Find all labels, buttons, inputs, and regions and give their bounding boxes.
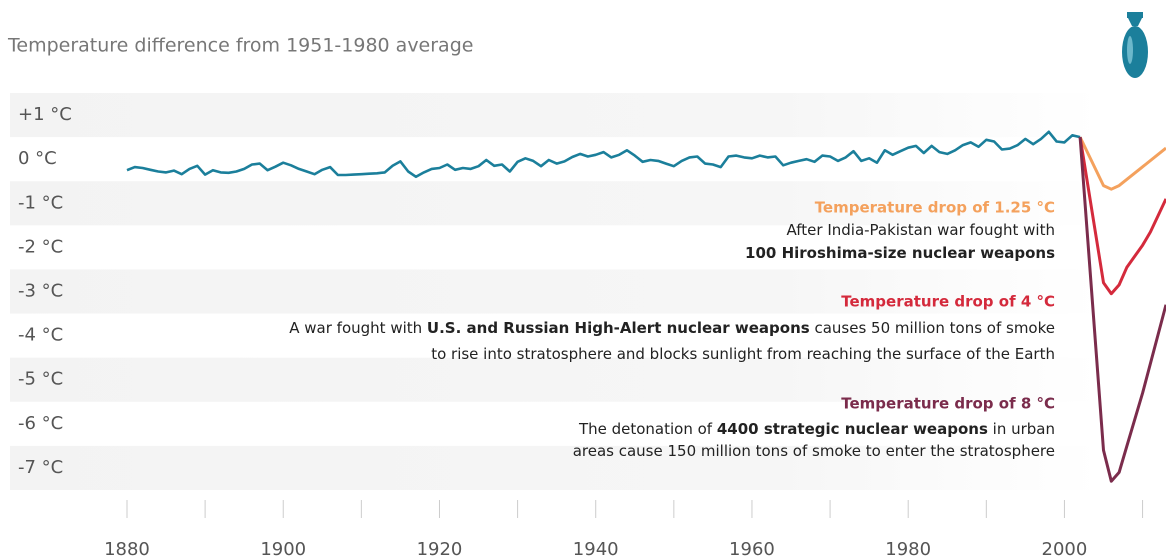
annotation-title: Temperature drop of 1.25 °C (815, 199, 1055, 217)
grid-band (10, 181, 1100, 226)
lines (126, 130, 1166, 483)
y-tick-label: -7 °C (18, 457, 63, 478)
annotation-title: Temperature drop of 8 °C (841, 395, 1055, 413)
annotation-text: areas cause 150 million tons of smoke to… (573, 442, 1055, 460)
x-tick-label: 2000 (1042, 539, 1088, 559)
series-line (1078, 136, 1166, 296)
annotation-text: A war fought with U.S. and Russian High-… (289, 319, 1055, 337)
x-tick-label: 1960 (729, 539, 775, 559)
x-tick-label: 1940 (573, 539, 619, 559)
annotation-segment: The detonation of (578, 420, 717, 438)
grid-band (10, 269, 1100, 314)
annotation-text: The detonation of 4400 strategic nuclear… (578, 420, 1055, 438)
y-tick-label: -1 °C (18, 192, 63, 213)
y-tick-label: -2 °C (18, 236, 63, 257)
annotation-segment: in urban (988, 420, 1055, 438)
y-tick-label: -4 °C (18, 325, 63, 346)
y-tick-label: 0 °C (18, 148, 57, 169)
annotation-segment: causes 50 million tons of smoke (810, 319, 1055, 337)
series-line (126, 130, 1081, 179)
annotation-segment: 4400 strategic nuclear weapons (717, 420, 988, 438)
grid-band (10, 93, 1100, 138)
series-line (1078, 136, 1166, 483)
y-tick-label: +1 °C (18, 104, 72, 125)
x-tick-label: 1980 (885, 539, 931, 559)
annotation-segment: to rise into stratosphere and blocks sun… (431, 345, 1055, 363)
annotation-text: 100 Hiroshima-size nuclear weapons (745, 244, 1055, 262)
annotation-segment: After India-Pakistan war fought with (787, 221, 1055, 239)
y-tick-label: -5 °C (18, 369, 63, 390)
bomb-icon (1122, 12, 1148, 78)
annotation-title: Temperature drop of 4 °C (841, 293, 1055, 311)
annotation-segment: areas cause 150 million tons of smoke to… (573, 442, 1055, 460)
annotation-text: After India-Pakistan war fought with (787, 221, 1055, 239)
series-line (1078, 136, 1166, 191)
x-tick-label: 1900 (260, 539, 306, 559)
grid-band (10, 357, 1100, 402)
x-tick-label: 1880 (104, 539, 150, 559)
y-tick-label: -3 °C (18, 281, 63, 302)
y-tick-label: -6 °C (18, 413, 63, 434)
annotation-segment: 100 Hiroshima-size nuclear weapons (745, 244, 1055, 262)
annotation-segment: U.S. and Russian High-Alert nuclear weap… (427, 319, 810, 337)
grid-band (10, 445, 1100, 490)
x-tick-label: 1920 (417, 539, 463, 559)
chart-title: Temperature difference from 1951-1980 av… (7, 35, 473, 57)
annotation-text: to rise into stratosphere and blocks sun… (431, 345, 1055, 363)
annotation-segment: A war fought with (289, 319, 427, 337)
